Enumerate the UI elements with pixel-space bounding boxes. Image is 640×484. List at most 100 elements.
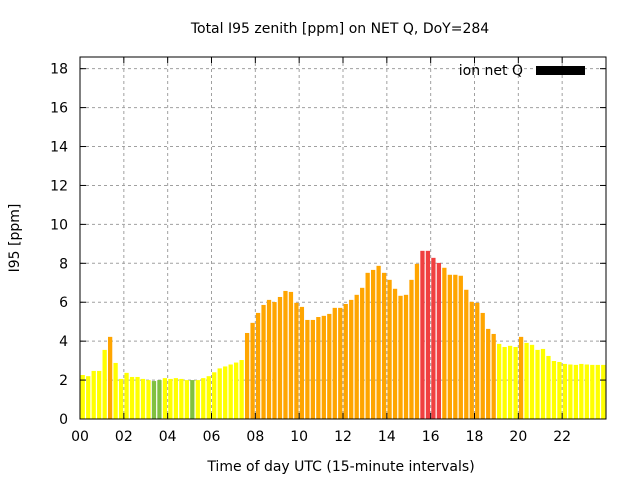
bar: [425, 250, 431, 419]
bar: [365, 272, 370, 419]
bar: [513, 346, 518, 419]
x-tick-label: 18: [466, 429, 484, 445]
y-tick-label: 8: [59, 256, 68, 272]
bar: [244, 332, 250, 419]
y-tick-label: 0: [59, 412, 68, 428]
x-tick-label: 20: [509, 429, 527, 445]
bar: [184, 380, 189, 419]
bar: [294, 302, 299, 419]
bar: [206, 376, 211, 419]
bar: [420, 250, 425, 419]
bar: [469, 301, 474, 419]
bar: [392, 288, 398, 419]
x-tick-label: 08: [246, 429, 264, 445]
bar: [146, 380, 151, 419]
legend-swatch: [536, 66, 585, 75]
bar: [86, 376, 91, 419]
legend: ion net Q: [459, 63, 585, 79]
bar: [201, 378, 206, 419]
x-tick-label: 10: [290, 429, 308, 445]
bar: [228, 364, 233, 419]
bar: [277, 296, 283, 419]
bar: [546, 355, 551, 419]
bar: [381, 272, 387, 419]
bar: [113, 362, 118, 419]
bar: [497, 343, 502, 419]
bar: [223, 366, 228, 419]
bar: [590, 364, 595, 419]
bar: [118, 378, 124, 419]
bar: [135, 376, 140, 419]
x-tick-label: 22: [553, 429, 571, 445]
bar: [332, 307, 337, 419]
bar: [464, 289, 469, 419]
bar: [91, 370, 96, 419]
bar: [398, 295, 403, 419]
bar: [140, 378, 146, 419]
bar: [162, 378, 168, 419]
bar: [535, 349, 540, 419]
x-tick-label: 12: [334, 429, 352, 445]
y-tick-label: 4: [59, 334, 68, 350]
bar: [387, 279, 392, 419]
bar: [579, 363, 584, 419]
bar: [584, 364, 589, 419]
bar: [370, 269, 376, 419]
x-tick-label: 02: [115, 429, 133, 445]
bar: [343, 303, 348, 419]
bar: [288, 291, 294, 419]
bar: [266, 299, 272, 419]
bar: [80, 375, 85, 419]
bar: [239, 360, 244, 419]
chart-title: Total I95 zenith [ppm] on NET Q, DoY=284: [190, 21, 489, 37]
bar: [573, 364, 579, 419]
legend-label: ion net Q: [459, 63, 523, 79]
bar: [518, 336, 524, 419]
y-tick-label: 16: [50, 101, 68, 117]
bar: [190, 380, 195, 419]
bar: [568, 364, 573, 419]
bar: [107, 336, 113, 419]
bar: [283, 290, 288, 419]
bar: [173, 378, 179, 419]
bar: [436, 262, 442, 419]
bar: [354, 294, 359, 419]
x-tick-label: 04: [159, 429, 177, 445]
bar: [442, 267, 447, 419]
bar: [486, 328, 491, 419]
bar: [453, 274, 458, 419]
x-tick-label: 06: [203, 429, 221, 445]
x-tick-label: 00: [71, 429, 89, 445]
y-tick-label: 14: [50, 140, 68, 156]
bar: [321, 315, 326, 419]
y-tick-label: 2: [59, 373, 68, 389]
bar: [338, 307, 343, 419]
y-tick-label: 10: [50, 217, 68, 233]
bar: [129, 376, 135, 419]
bar: [502, 346, 507, 419]
bar: [431, 257, 436, 419]
bars: [80, 250, 606, 419]
y-tick-label: 12: [50, 178, 68, 194]
bar: [403, 294, 409, 419]
bar: [491, 333, 496, 419]
y-tick-label: 6: [59, 295, 68, 311]
bar: [255, 312, 261, 419]
x-axis-label: Time of day UTC (15-minute intervals): [206, 459, 474, 475]
y-axis-label: I95 [ppm]: [7, 204, 23, 273]
bar: [551, 361, 557, 419]
bar: [217, 368, 222, 419]
bar: [458, 275, 463, 419]
bar: [557, 361, 562, 419]
bar: [234, 362, 239, 419]
bar: [124, 372, 129, 419]
bar: [305, 319, 310, 419]
bar: [250, 322, 255, 419]
bar: [562, 363, 568, 419]
x-tick-label: 14: [378, 429, 396, 445]
bar: [595, 364, 600, 419]
bar: [349, 299, 354, 419]
bar: [529, 344, 535, 419]
plot-frame: [79, 56, 607, 420]
